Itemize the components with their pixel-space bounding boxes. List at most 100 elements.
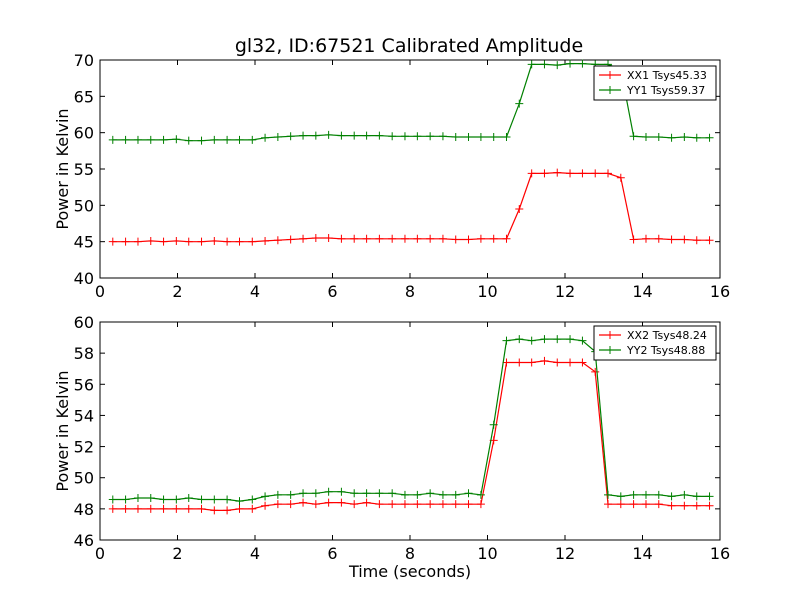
data-point-marker <box>426 500 435 509</box>
data-point-marker <box>464 500 473 509</box>
data-point-marker <box>210 495 219 504</box>
data-point-marker <box>286 490 295 499</box>
data-point-marker <box>553 61 562 70</box>
data-point-marker <box>362 131 371 140</box>
data-point-marker <box>299 498 308 507</box>
data-point-marker <box>540 356 549 365</box>
data-point-marker <box>515 358 524 367</box>
y-tick-label: 60 <box>74 124 94 143</box>
data-point-marker <box>273 133 282 142</box>
y-tick-label: 56 <box>74 375 94 394</box>
y-axis-label: Power in Kelvin <box>53 108 72 229</box>
data-point-marker <box>108 504 117 513</box>
data-point-marker <box>438 132 447 141</box>
y-tick-label: 58 <box>74 344 94 363</box>
data-point-marker <box>286 500 295 509</box>
data-point-marker <box>692 492 701 501</box>
data-point-marker <box>515 335 524 344</box>
data-point-marker <box>311 131 320 140</box>
data-point-marker <box>438 500 447 509</box>
data-point-marker <box>172 495 181 504</box>
data-point-marker <box>248 237 257 246</box>
data-point-marker <box>311 500 320 509</box>
data-point-marker <box>248 135 257 144</box>
x-tick-label: 12 <box>555 544 575 563</box>
data-point-marker <box>413 234 422 243</box>
data-point-marker <box>121 237 130 246</box>
data-point-marker <box>413 500 422 509</box>
data-point-marker <box>553 358 562 367</box>
data-point-marker <box>197 136 206 145</box>
data-point-marker <box>667 501 676 510</box>
data-point-marker <box>197 237 206 246</box>
data-point-marker <box>705 236 714 245</box>
data-point-marker <box>413 490 422 499</box>
data-point-marker <box>375 234 384 243</box>
x-tick-label: 4 <box>250 282 260 301</box>
data-point-marker <box>146 236 155 245</box>
data-point-marker <box>464 235 473 244</box>
data-point-marker <box>159 237 168 246</box>
x-tick-label: 2 <box>172 544 182 563</box>
x-axis-label: Time (seconds) <box>348 562 471 581</box>
legend-box <box>593 325 717 361</box>
data-point-marker <box>641 234 650 243</box>
data-point-marker <box>502 133 511 142</box>
data-point-marker <box>566 59 575 68</box>
data-point-marker <box>629 500 638 509</box>
data-point-marker <box>210 135 219 144</box>
data-point-marker <box>540 60 549 69</box>
data-point-marker <box>108 237 117 246</box>
data-point-marker <box>133 135 142 144</box>
data-point-marker <box>210 506 219 515</box>
x-tick-label: 6 <box>327 544 337 563</box>
y-tick-label: 48 <box>74 500 94 519</box>
data-point-marker <box>692 236 701 245</box>
data-point-marker <box>616 492 625 501</box>
data-point-marker <box>133 237 142 246</box>
data-point-marker <box>413 132 422 141</box>
data-point-marker <box>515 204 524 213</box>
data-point-marker <box>553 335 562 344</box>
data-point-marker <box>604 490 613 499</box>
data-point-marker <box>210 236 219 245</box>
x-tick-label: 6 <box>327 282 337 301</box>
x-tick-label: 12 <box>555 282 575 301</box>
legend-marker <box>606 71 614 79</box>
data-point-marker <box>184 237 193 246</box>
legend-marker <box>606 346 614 354</box>
data-point-marker <box>476 500 485 509</box>
data-point-marker <box>527 336 536 345</box>
legend-label: YY1 Tsys59.37 <box>626 84 705 97</box>
legend-box <box>593 65 717 101</box>
legend-marker <box>606 86 614 94</box>
data-point-marker <box>121 135 130 144</box>
y-tick-label: 50 <box>74 196 94 215</box>
x-tick-label: 14 <box>632 282 652 301</box>
data-point-marker <box>337 234 346 243</box>
data-point-marker <box>438 234 447 243</box>
data-point-marker <box>146 493 155 502</box>
data-point-marker <box>629 235 638 244</box>
data-point-marker <box>641 500 650 509</box>
data-point-marker <box>350 489 359 498</box>
data-point-marker <box>578 169 587 178</box>
data-point-marker <box>273 236 282 245</box>
data-point-marker <box>527 358 536 367</box>
data-point-marker <box>654 234 663 243</box>
y-tick-label: 65 <box>74 87 94 106</box>
y-tick-label: 52 <box>74 438 94 457</box>
data-point-marker <box>133 504 142 513</box>
data-point-marker <box>375 489 384 498</box>
data-point-marker <box>705 133 714 142</box>
data-point-marker <box>172 135 181 144</box>
data-point-marker <box>616 173 625 182</box>
y-axis-label: Power in Kelvin <box>53 370 72 491</box>
data-point-marker <box>680 133 689 142</box>
y-tick-label: 55 <box>74 160 94 179</box>
data-point-marker <box>299 489 308 498</box>
chart-title: gl32, ID:67521 Calibrated Amplitude <box>235 35 583 57</box>
data-point-marker <box>223 135 232 144</box>
data-point-marker <box>337 498 346 507</box>
